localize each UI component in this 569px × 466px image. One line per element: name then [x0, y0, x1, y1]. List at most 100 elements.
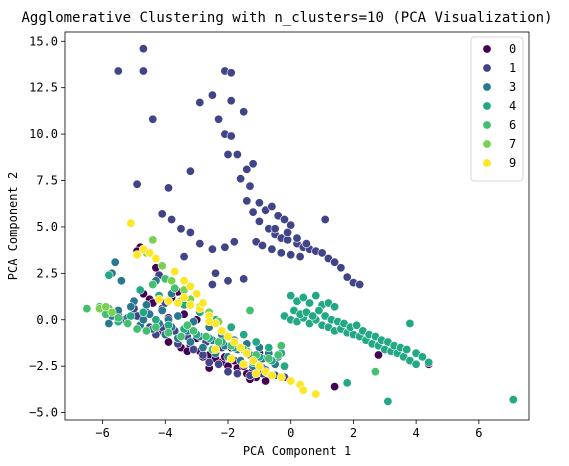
legend-label-cluster-9: 9	[509, 156, 516, 170]
data-point-cluster-4	[279, 361, 289, 371]
data-point-cluster-4	[314, 305, 324, 315]
data-point-cluster-1	[132, 179, 142, 189]
data-point-cluster-9	[198, 298, 208, 308]
data-point-cluster-9	[239, 359, 249, 369]
data-point-cluster-4	[342, 378, 352, 388]
data-point-cluster-9	[229, 337, 239, 347]
data-point-cluster-6	[113, 313, 123, 323]
data-point-cluster-1	[211, 268, 221, 278]
data-point-cluster-9	[298, 385, 308, 395]
data-point-cluster-1	[254, 198, 264, 208]
y-tick-label: 7.5	[36, 174, 58, 188]
data-point-cluster-1	[267, 244, 277, 254]
data-point-cluster-1	[113, 66, 123, 76]
data-point-cluster-7	[101, 302, 111, 312]
legend-label-cluster-7: 7	[509, 137, 516, 151]
data-point-cluster-4	[308, 311, 318, 321]
data-point-cluster-9	[173, 298, 183, 308]
data-point-cluster-9	[170, 266, 180, 276]
data-point-cluster-0	[330, 382, 340, 392]
x-tick-label: 6	[475, 426, 482, 440]
chart-title: Agglomerative Clustering with n_clusters…	[21, 10, 552, 26]
data-point-cluster-4	[383, 396, 393, 406]
data-point-cluster-4	[138, 307, 148, 317]
data-point-cluster-6	[264, 354, 274, 364]
plot-frame	[64, 31, 530, 421]
data-point-cluster-1	[330, 257, 340, 267]
data-point-cluster-1	[223, 367, 233, 377]
data-point-cluster-9	[151, 254, 161, 264]
data-point-cluster-1	[148, 114, 158, 124]
data-point-cluster-4	[239, 330, 249, 340]
x-tick-label: 4	[413, 426, 420, 440]
data-point-cluster-1	[242, 164, 252, 174]
data-point-cluster-3	[110, 257, 120, 267]
data-point-cluster-1	[320, 215, 330, 225]
data-point-cluster-1	[223, 276, 233, 286]
data-point-cluster-9	[179, 276, 189, 286]
data-point-cluster-6	[189, 326, 199, 336]
data-point-cluster-6	[123, 318, 133, 328]
data-point-cluster-7	[167, 276, 177, 286]
data-point-cluster-9	[204, 317, 214, 327]
data-point-cluster-9	[192, 289, 202, 299]
data-point-cluster-0	[164, 337, 174, 347]
data-point-cluster-1	[254, 216, 264, 226]
y-axis-ticks: −5.0 −2.5 0.0 2.5 5.0 7.5 10.0 12.5 15.0	[29, 34, 65, 420]
x-tick-label: −6	[95, 426, 109, 440]
data-point-cluster-1	[257, 241, 267, 251]
data-point-cluster-4	[424, 357, 434, 367]
data-point-cluster-9	[286, 376, 296, 386]
data-point-cluster-6	[276, 341, 286, 351]
data-point-cluster-1	[204, 357, 214, 367]
y-tick-label: 15.0	[29, 34, 58, 48]
data-point-cluster-3	[126, 302, 136, 312]
data-point-cluster-1	[355, 279, 365, 289]
data-point-cluster-6	[370, 367, 380, 377]
data-point-cluster-4	[352, 320, 362, 330]
data-point-cluster-1	[342, 272, 352, 282]
data-point-cluster-1	[214, 114, 224, 124]
data-point-cluster-1	[220, 242, 230, 252]
data-point-cluster-1	[276, 248, 286, 258]
data-point-cluster-1	[279, 215, 289, 225]
data-point-cluster-6	[132, 324, 142, 334]
data-point-cluster-1	[164, 183, 174, 193]
data-point-cluster-6	[142, 326, 152, 336]
y-tick-label: −5.0	[29, 406, 58, 420]
data-point-cluster-1	[185, 228, 195, 238]
data-point-cluster-1	[138, 66, 148, 76]
data-point-cluster-4	[405, 318, 415, 328]
legend-label-cluster-1: 1	[509, 61, 516, 75]
data-point-cluster-4	[251, 337, 261, 347]
y-tick-label: 0.0	[36, 313, 58, 327]
x-tick-label: −4	[158, 426, 172, 440]
points-layer	[82, 44, 518, 406]
data-point-cluster-6	[201, 331, 211, 341]
data-point-cluster-1	[214, 359, 224, 369]
x-tick-label: 2	[350, 426, 357, 440]
data-point-cluster-1	[207, 244, 217, 254]
data-point-cluster-6	[82, 304, 92, 314]
legend-marker-cluster-4	[482, 101, 492, 111]
data-point-cluster-3	[116, 276, 126, 286]
data-point-cluster-9	[242, 348, 252, 358]
data-point-cluster-9	[179, 292, 189, 302]
data-point-cluster-3	[104, 318, 114, 328]
data-point-cluster-1	[195, 239, 205, 249]
data-point-cluster-4	[402, 344, 412, 354]
data-point-cluster-4	[126, 311, 136, 321]
data-point-cluster-1	[242, 196, 252, 206]
data-point-cluster-1	[283, 228, 293, 238]
data-point-cluster-1	[226, 96, 236, 106]
data-point-cluster-4	[298, 292, 308, 302]
legend-label-cluster-3: 3	[509, 80, 516, 94]
x-axis-label: PCA Component 1	[243, 444, 351, 458]
data-point-cluster-9	[223, 331, 233, 341]
data-point-cluster-4	[417, 352, 427, 362]
data-point-cluster-1	[223, 150, 233, 160]
y-tick-label: 2.5	[36, 266, 58, 280]
data-point-cluster-1	[185, 166, 195, 176]
data-point-cluster-9	[267, 370, 277, 380]
data-point-cluster-6	[182, 320, 192, 330]
